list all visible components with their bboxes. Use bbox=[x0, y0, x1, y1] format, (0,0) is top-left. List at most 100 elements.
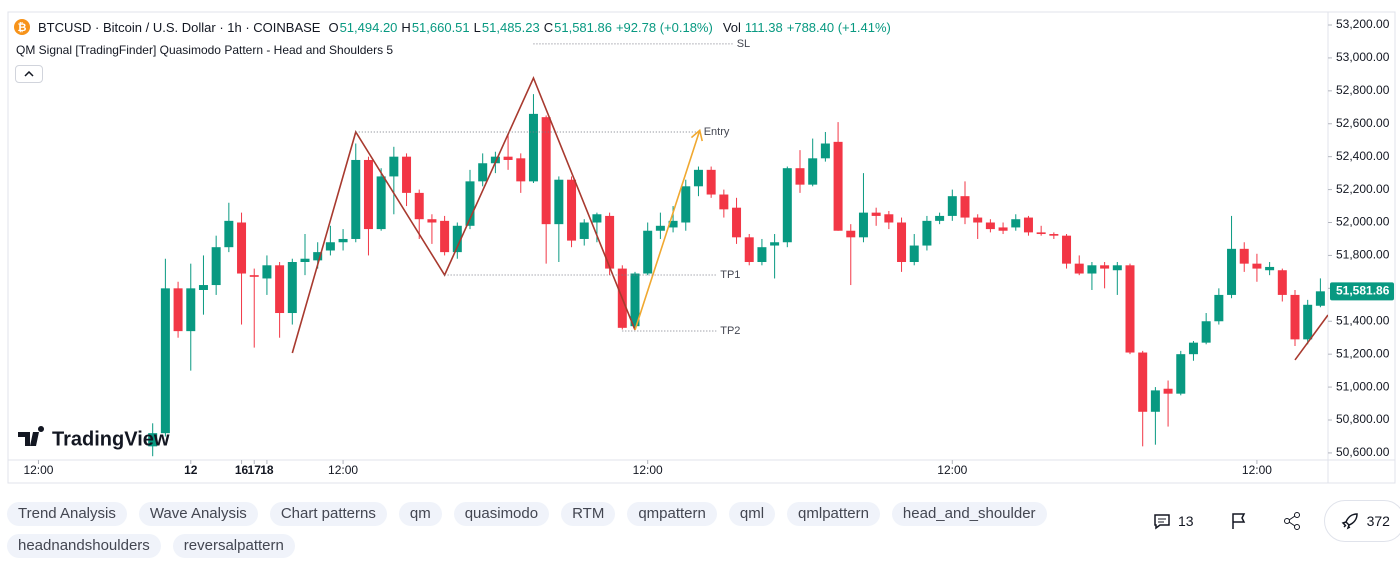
comments-button[interactable]: 13 bbox=[1140, 501, 1206, 541]
boost-button[interactable]: 372 bbox=[1323, 500, 1400, 542]
candle-body bbox=[313, 252, 323, 261]
candle-body bbox=[693, 169, 703, 187]
level-label: TP1 bbox=[720, 269, 740, 281]
level-label: TP2 bbox=[720, 325, 740, 337]
candle-body bbox=[351, 159, 361, 239]
ohlc-label: H bbox=[401, 19, 411, 35]
tag[interactable]: qml bbox=[728, 502, 776, 526]
candle-body bbox=[579, 222, 589, 239]
ohlc-value: 51,494.20 bbox=[339, 19, 398, 35]
candle-body bbox=[973, 217, 983, 223]
arrow-line bbox=[634, 130, 701, 331]
candle-body bbox=[1049, 234, 1059, 236]
ohlc-value: 51,581.86 bbox=[554, 19, 612, 35]
candle-body bbox=[770, 242, 780, 246]
candle-body bbox=[402, 156, 412, 193]
candle-body bbox=[490, 156, 500, 164]
x-tick-label: 12:00 bbox=[328, 463, 358, 477]
candle-body bbox=[732, 207, 742, 238]
tag[interactable]: head_and_shoulder bbox=[891, 502, 1047, 526]
candle-body bbox=[643, 230, 653, 274]
candle-body bbox=[630, 273, 640, 327]
indicator: QM Signal [TradingFinder] Quasimodo Patt… bbox=[16, 43, 394, 57]
flag-button[interactable] bbox=[1216, 501, 1260, 541]
candle-body bbox=[1023, 217, 1033, 233]
ohlc-label: L bbox=[473, 19, 481, 35]
candle-body bbox=[820, 143, 830, 159]
last-price-box bbox=[1330, 282, 1394, 301]
candle-body bbox=[1252, 263, 1262, 269]
candle-body bbox=[922, 220, 932, 246]
tag[interactable]: qmpattern bbox=[627, 502, 717, 526]
tag[interactable]: qmlpattern bbox=[787, 502, 880, 526]
tag[interactable]: Wave Analysis bbox=[138, 502, 258, 526]
tags: Trend Analysis Wave Analysis Chart pattern… bbox=[7, 502, 1107, 558]
tag[interactable]: quasimodo bbox=[453, 502, 550, 526]
comments-count: 13 bbox=[1178, 513, 1194, 529]
x-tick-label: 18 bbox=[260, 463, 274, 477]
x-tick-label: 17 bbox=[248, 463, 262, 477]
candle-body bbox=[985, 222, 995, 230]
candle-body bbox=[1087, 265, 1097, 274]
candle-body bbox=[541, 117, 551, 225]
y-tick-label: 51,000.00 bbox=[1336, 379, 1390, 393]
candle-body bbox=[440, 220, 450, 253]
candle-body bbox=[935, 215, 945, 221]
candle-body bbox=[262, 265, 272, 279]
x-tick-label: 12:00 bbox=[1242, 463, 1272, 477]
tag[interactable]: qm bbox=[398, 502, 442, 526]
candle-body bbox=[681, 186, 691, 223]
candle-body bbox=[605, 215, 615, 269]
candle-body bbox=[554, 179, 564, 225]
candle-body bbox=[287, 262, 297, 314]
x-tick-label: 12:00 bbox=[23, 463, 53, 477]
candle-body bbox=[275, 265, 285, 314]
candle-body bbox=[744, 237, 754, 263]
candle-body bbox=[224, 220, 234, 248]
candle-body bbox=[960, 196, 970, 218]
tag[interactable]: reversalpattern bbox=[172, 534, 295, 558]
candle-body bbox=[237, 222, 247, 274]
candle-body bbox=[186, 288, 196, 332]
y-tick-label: 53,000.00 bbox=[1336, 50, 1390, 64]
candle-body bbox=[148, 433, 158, 447]
candle-body bbox=[1036, 232, 1046, 235]
candle-body bbox=[1074, 263, 1084, 274]
candle-body bbox=[478, 163, 488, 182]
candle-body bbox=[516, 158, 526, 182]
watermark-text: TradingView bbox=[52, 428, 170, 450]
y-tick-label: 50,600.00 bbox=[1336, 445, 1390, 459]
candle-body bbox=[719, 194, 729, 210]
candle-body bbox=[503, 156, 513, 160]
candle-body bbox=[1176, 354, 1186, 394]
candle-body bbox=[338, 238, 348, 243]
candle-body bbox=[871, 212, 881, 216]
candle-body bbox=[668, 220, 678, 228]
candle-body bbox=[198, 285, 208, 290]
candle-body bbox=[1100, 265, 1110, 269]
ohlc-value: 51,485.23 bbox=[481, 19, 540, 35]
candle-body bbox=[567, 179, 577, 241]
x-tick-label: 12:00 bbox=[937, 463, 967, 477]
candle-body bbox=[1315, 291, 1325, 306]
candle-body bbox=[1150, 390, 1160, 412]
candle-body bbox=[795, 168, 805, 185]
candle-body bbox=[884, 214, 894, 223]
tag[interactable]: headnandshoulders bbox=[7, 534, 161, 558]
change: +92.78 (+0.18%) bbox=[615, 19, 713, 35]
share-button[interactable] bbox=[1270, 501, 1314, 541]
tag[interactable]: RTM bbox=[561, 502, 616, 526]
candle-body bbox=[249, 275, 259, 277]
candle-body bbox=[414, 192, 424, 220]
collapse-button[interactable] bbox=[15, 65, 43, 83]
y-tick-label: 53,200.00 bbox=[1336, 17, 1390, 31]
y-tick-label: 52,200.00 bbox=[1336, 182, 1390, 196]
vol-label: Vol bbox=[722, 19, 741, 35]
y-tick-label: 50,800.00 bbox=[1336, 412, 1390, 426]
tag[interactable]: Trend Analysis bbox=[7, 502, 127, 526]
tag[interactable]: Chart patterns bbox=[269, 502, 387, 526]
pattern-line bbox=[1294, 314, 1328, 361]
candle-body bbox=[808, 158, 818, 185]
candle-body bbox=[363, 159, 373, 230]
symbol: BTCUSD · Bitcoin / U.S. Dollar · 1h · CO… bbox=[38, 19, 321, 35]
